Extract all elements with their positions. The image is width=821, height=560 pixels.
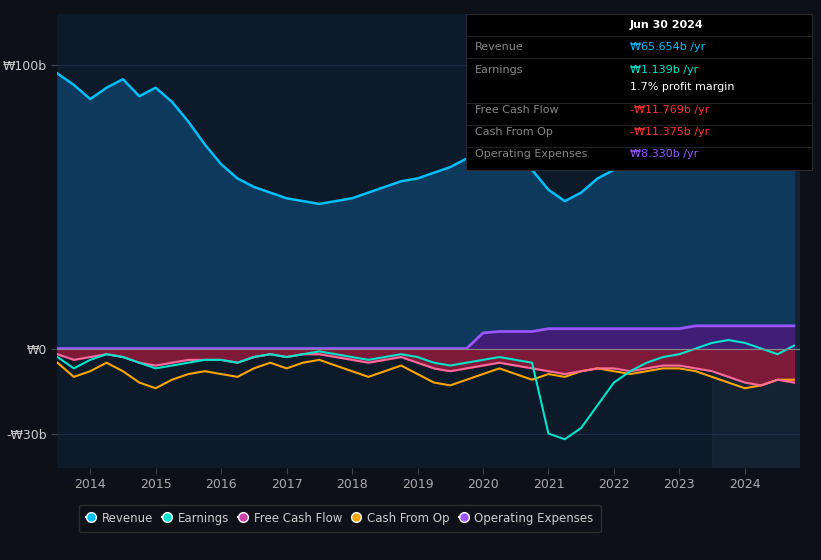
Text: Free Cash Flow: Free Cash Flow bbox=[475, 105, 559, 115]
Text: Cash From Op: Cash From Op bbox=[475, 127, 553, 137]
Text: 1.7% profit margin: 1.7% profit margin bbox=[630, 82, 734, 92]
Text: -₩11.375b /yr: -₩11.375b /yr bbox=[630, 127, 709, 137]
Text: ₩8.330b /yr: ₩8.330b /yr bbox=[630, 149, 698, 159]
Text: Jun 30 2024: Jun 30 2024 bbox=[630, 20, 704, 30]
Text: Revenue: Revenue bbox=[475, 43, 524, 53]
Text: Earnings: Earnings bbox=[475, 64, 524, 74]
Bar bbox=[712, 14, 800, 468]
Legend: Revenue, Earnings, Free Cash Flow, Cash From Op, Operating Expenses: Revenue, Earnings, Free Cash Flow, Cash … bbox=[79, 505, 601, 532]
Text: -₩11.769b /yr: -₩11.769b /yr bbox=[630, 105, 709, 115]
Text: ₩65.654b /yr: ₩65.654b /yr bbox=[630, 43, 705, 53]
Text: Operating Expenses: Operating Expenses bbox=[475, 149, 588, 159]
Text: ₩1.139b /yr: ₩1.139b /yr bbox=[630, 64, 698, 74]
